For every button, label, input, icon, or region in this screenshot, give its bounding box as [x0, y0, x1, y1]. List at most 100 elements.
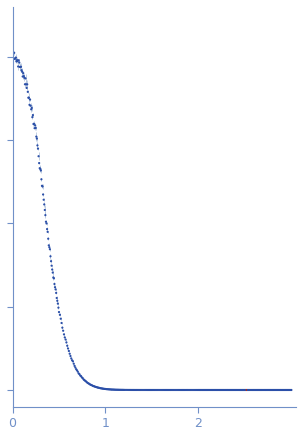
Point: [105, 386, 109, 393]
Point: [228, 386, 233, 393]
Point: [82, 377, 87, 384]
Point: [88, 382, 93, 388]
Point: [62, 331, 66, 338]
Point: [215, 386, 219, 393]
Point: [289, 386, 294, 393]
Point: [68, 353, 73, 360]
Point: [55, 300, 60, 307]
Point: [169, 386, 174, 393]
Point: [111, 386, 116, 393]
Point: [257, 386, 262, 393]
Point: [107, 386, 112, 393]
Point: [75, 368, 80, 375]
Point: [286, 386, 291, 393]
Point: [108, 386, 113, 393]
Point: [81, 376, 86, 383]
Point: [229, 386, 234, 393]
Point: [21, 69, 26, 76]
Point: [143, 386, 148, 393]
Point: [31, 111, 35, 118]
Point: [237, 386, 242, 393]
Point: [181, 386, 186, 393]
Point: [141, 386, 145, 393]
Point: [50, 266, 55, 273]
Point: [67, 350, 72, 357]
Point: [39, 176, 44, 183]
Point: [153, 386, 158, 393]
Point: [164, 386, 169, 393]
Point: [221, 386, 226, 393]
Point: [263, 386, 268, 393]
Point: [235, 386, 240, 393]
Point: [60, 324, 65, 331]
Point: [167, 386, 172, 393]
Point: [149, 386, 154, 393]
Point: [58, 311, 62, 318]
Point: [215, 386, 220, 393]
Point: [245, 386, 250, 393]
Point: [18, 63, 23, 70]
Point: [97, 385, 102, 392]
Point: [28, 102, 33, 109]
Point: [147, 386, 152, 393]
Point: [240, 386, 245, 393]
Point: [96, 384, 101, 391]
Point: [233, 386, 238, 393]
Point: [12, 49, 17, 56]
Point: [222, 386, 227, 393]
Point: [100, 385, 105, 392]
Point: [197, 386, 202, 393]
Point: [239, 386, 244, 393]
Point: [268, 386, 273, 393]
Point: [148, 386, 153, 393]
Point: [171, 386, 175, 393]
Point: [264, 386, 269, 393]
Point: [226, 386, 231, 393]
Point: [171, 386, 176, 393]
Point: [247, 386, 252, 393]
Point: [50, 269, 55, 276]
Point: [125, 386, 130, 393]
Point: [162, 386, 167, 393]
Point: [20, 68, 25, 75]
Point: [66, 345, 71, 352]
Point: [285, 386, 290, 393]
Point: [138, 386, 143, 393]
Point: [161, 386, 166, 393]
Point: [146, 386, 151, 393]
Point: [15, 56, 19, 63]
Point: [262, 386, 267, 393]
Point: [53, 286, 58, 293]
Point: [276, 386, 281, 393]
Point: [35, 142, 40, 149]
Point: [123, 386, 128, 393]
Point: [188, 386, 192, 393]
Point: [277, 386, 282, 393]
Point: [45, 225, 49, 232]
Point: [74, 366, 78, 373]
Point: [173, 386, 178, 393]
Point: [66, 347, 71, 354]
Point: [186, 386, 191, 393]
Point: [32, 120, 36, 127]
Point: [242, 386, 247, 393]
Point: [236, 386, 241, 393]
Point: [113, 386, 118, 393]
Point: [258, 386, 263, 393]
Point: [51, 274, 56, 281]
Point: [37, 160, 42, 166]
Point: [195, 386, 200, 393]
Point: [71, 360, 76, 367]
Point: [281, 386, 285, 393]
Point: [251, 386, 256, 393]
Point: [209, 386, 214, 393]
Point: [42, 207, 47, 214]
Point: [241, 386, 246, 393]
Point: [44, 218, 48, 225]
Point: [188, 386, 193, 393]
Point: [30, 114, 35, 121]
Point: [151, 386, 156, 393]
Point: [71, 358, 75, 365]
Point: [38, 167, 43, 174]
Point: [210, 386, 215, 393]
